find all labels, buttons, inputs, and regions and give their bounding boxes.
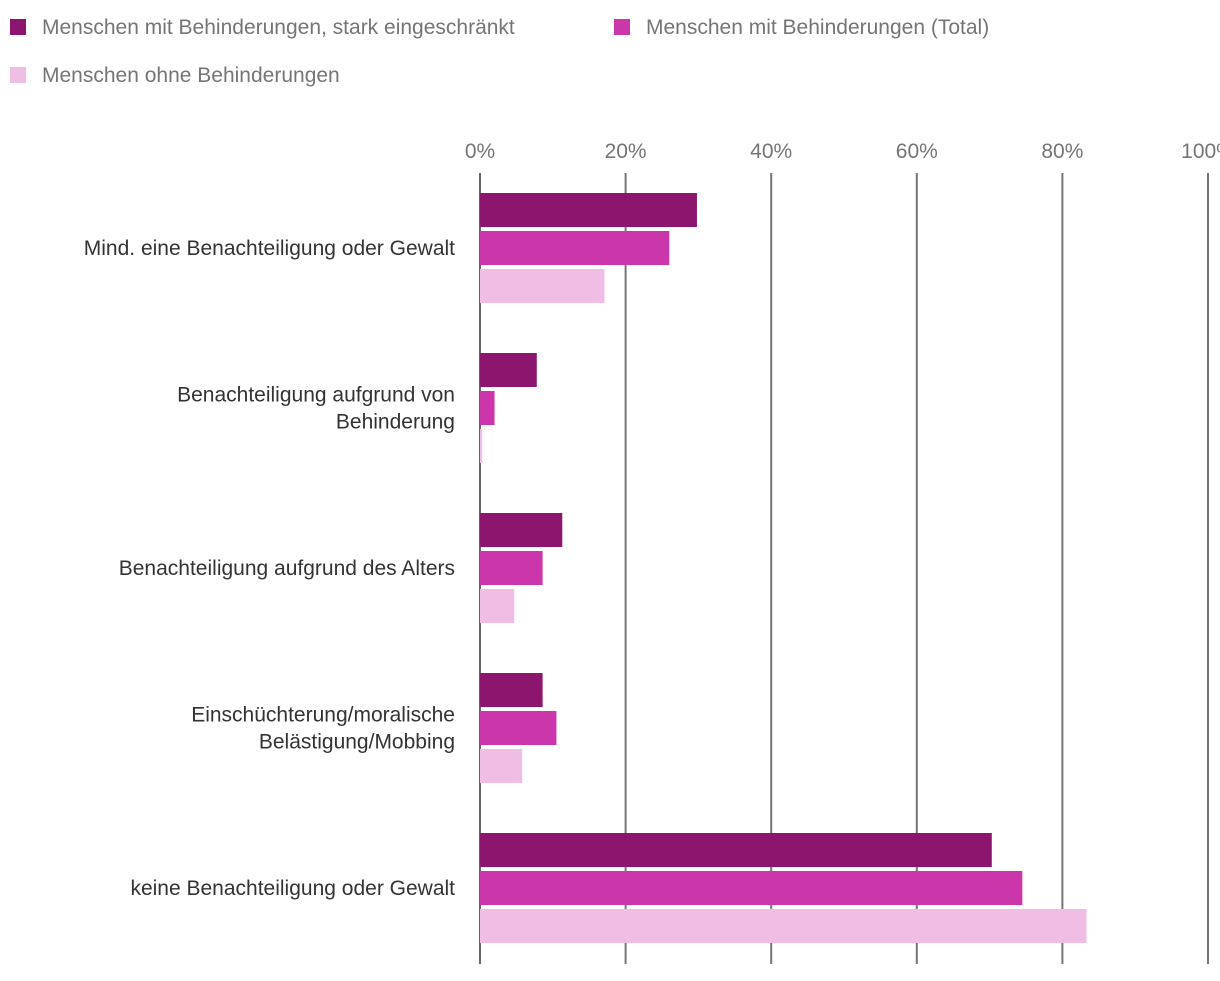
legend-label: Menschen mit Behinderungen, stark einges… <box>42 16 515 39</box>
x-tick-label: 40% <box>750 140 792 163</box>
bar <box>480 673 543 707</box>
bar <box>480 589 515 623</box>
grid: 0% 20% 40% 60% 80% 100% <box>465 140 1220 964</box>
legend-label: Menschen mit Behinderungen (Total) <box>646 16 989 39</box>
bar <box>480 391 495 425</box>
legend-swatch <box>614 19 630 35</box>
legend-swatch <box>10 19 26 35</box>
x-tick-label: 80% <box>1041 140 1083 163</box>
bar <box>480 429 483 463</box>
legend-label: Menschen ohne Behinderungen <box>42 64 340 87</box>
bar <box>480 193 697 227</box>
category-label: Einschüchterung/moralische <box>191 704 455 727</box>
x-tick-label: 100% <box>1181 140 1220 163</box>
category-label: Benachteiligung aufgrund des Alters <box>119 557 455 580</box>
x-tick-label: 60% <box>896 140 938 163</box>
bar <box>480 711 557 745</box>
category-label: Mind. eine Benachteiligung oder Gewalt <box>84 237 455 260</box>
x-tick-label: 20% <box>605 140 647 163</box>
legend: Menschen mit Behinderungen, stark einges… <box>10 16 989 87</box>
bar <box>480 551 543 585</box>
bar <box>480 749 523 783</box>
category-label: Behinderung <box>336 411 455 434</box>
category-label: Benachteiligung aufgrund von <box>177 384 455 407</box>
bar <box>480 269 605 303</box>
bars <box>480 193 1087 943</box>
x-tick-label: 0% <box>465 140 495 163</box>
legend-swatch <box>10 67 26 83</box>
bar <box>480 231 670 265</box>
bar <box>480 513 563 547</box>
bar <box>480 871 1023 905</box>
category-labels: Mind. eine Benachteiligung oder Gewalt Be… <box>84 237 455 900</box>
bar <box>480 833 992 867</box>
category-label: keine Benachteiligung oder Gewalt <box>130 877 455 900</box>
bar <box>480 353 537 387</box>
category-label: Belästigung/Mobbing <box>259 731 455 754</box>
bar <box>480 909 1087 943</box>
